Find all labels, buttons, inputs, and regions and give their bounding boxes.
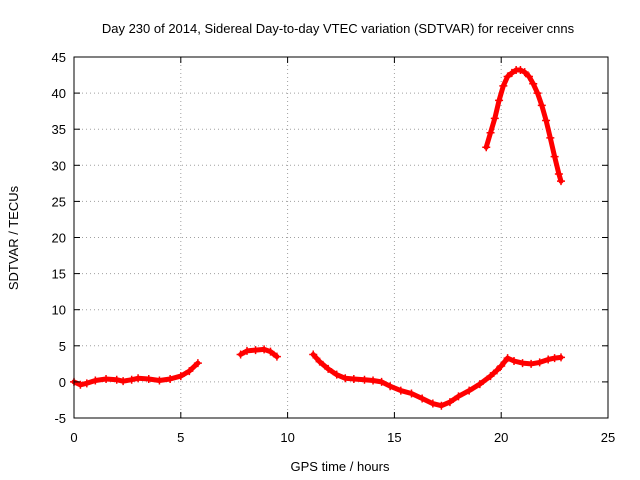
data-point (407, 389, 416, 398)
data-point (518, 359, 527, 368)
y-tick-label: 0 (59, 375, 66, 390)
data-point (527, 359, 536, 368)
data-point (127, 375, 136, 384)
series-segment-4 (482, 65, 566, 186)
data-point (185, 367, 194, 376)
data-point (495, 96, 504, 105)
data-point (418, 394, 427, 403)
y-axis-label: SDTVAR / TECUs (6, 185, 21, 290)
data-point (454, 392, 463, 401)
data-point (82, 379, 91, 388)
data-point (510, 356, 519, 365)
axis-ticks (73, 56, 609, 419)
data-point (503, 354, 512, 363)
data-point (490, 114, 499, 123)
data-point (445, 398, 454, 407)
data-point (341, 374, 350, 383)
data-point (557, 177, 566, 186)
data-point (360, 375, 369, 384)
data-point (176, 372, 185, 381)
data-point (332, 370, 341, 379)
x-tick-label: 10 (280, 430, 294, 445)
data-point (557, 353, 566, 362)
data-point (507, 68, 516, 77)
x-axis-label: GPS time / hours (291, 459, 390, 474)
data-point (492, 366, 501, 375)
data-point (524, 72, 533, 81)
x-tick-label: 0 (70, 430, 77, 445)
x-tick-label: 20 (494, 430, 508, 445)
data-point (377, 377, 386, 386)
data-point (396, 386, 405, 395)
y-tick-label: 40 (52, 86, 66, 101)
chart-title: Day 230 of 2014, Sidereal Day-to-day VTE… (102, 21, 575, 36)
y-tick-label: 10 (52, 303, 66, 318)
x-tick-label: 5 (177, 430, 184, 445)
series-segment-3 (309, 350, 566, 410)
data-point (516, 65, 525, 74)
data-point (144, 375, 153, 384)
data-point (102, 375, 111, 384)
data-point (486, 128, 495, 137)
data-point (520, 68, 529, 77)
data-point (76, 380, 85, 389)
data-point (134, 374, 143, 383)
data-point (91, 376, 100, 385)
y-tick-label: 15 (52, 267, 66, 282)
series-segment-2 (236, 345, 281, 361)
data-point (260, 345, 269, 354)
y-tick-label: -5 (54, 411, 66, 426)
x-tick-label: 25 (601, 430, 615, 445)
data-point (193, 359, 202, 368)
data-point (503, 72, 512, 81)
y-tick-label: 45 (52, 50, 66, 65)
data-series-layer (70, 65, 566, 410)
data-point (236, 350, 245, 359)
data-point (428, 399, 437, 408)
data-point (112, 375, 121, 384)
data-point (386, 382, 395, 391)
data-point (554, 169, 563, 178)
y-tick-label: 5 (59, 339, 66, 354)
data-point (497, 362, 506, 371)
data-point (166, 375, 175, 384)
data-point (155, 376, 164, 385)
data-point (499, 81, 508, 90)
data-point (482, 143, 491, 152)
data-point (529, 79, 538, 88)
data-point (535, 358, 544, 367)
y-tick-label: 20 (52, 231, 66, 246)
data-point (309, 350, 318, 359)
data-point (544, 355, 553, 364)
data-point (243, 346, 252, 355)
data-point (349, 375, 358, 384)
x-tick-label: 15 (387, 430, 401, 445)
data-point (119, 377, 128, 386)
data-point (542, 116, 551, 125)
data-point (369, 376, 378, 385)
y-tick-label: 30 (52, 158, 66, 173)
y-tick-label: 25 (52, 194, 66, 209)
axis-tick-labels: 0 5 10 15 20 25 -5 0 5 10 15 20 25 30 35 40 45 (52, 50, 616, 445)
data-point (550, 152, 559, 161)
y-tick-label: 35 (52, 122, 66, 137)
data-point (533, 89, 542, 98)
data-point (315, 357, 324, 366)
data-point (475, 380, 484, 389)
data-point (546, 133, 555, 142)
data-point (537, 101, 546, 110)
data-point (266, 347, 275, 356)
data-point (437, 401, 446, 410)
data-point (486, 372, 495, 381)
data-point (272, 352, 281, 361)
data-point (465, 386, 474, 395)
data-point (251, 346, 260, 355)
data-point (324, 364, 333, 373)
